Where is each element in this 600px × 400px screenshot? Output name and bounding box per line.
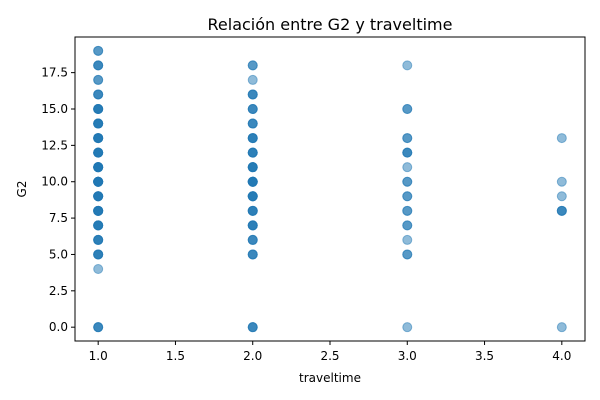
scatter-point <box>402 133 413 144</box>
scatter-point <box>556 133 567 144</box>
scatter-point <box>247 162 258 173</box>
scatter-point <box>93 74 104 85</box>
scatter-point <box>93 191 104 202</box>
plot-frame <box>74 36 586 342</box>
scatter-point <box>402 162 413 173</box>
scatter-point <box>247 147 258 158</box>
scatter-point <box>247 133 258 144</box>
scatter-point <box>402 176 413 187</box>
scatter-point <box>402 322 413 333</box>
scatter-point <box>556 322 567 333</box>
scatter-point <box>402 234 413 245</box>
x-tick-label: 2.5 <box>320 349 339 363</box>
y-tick-label: 5.0 <box>49 247 68 261</box>
scatter-point <box>93 322 104 333</box>
scatter-point <box>402 249 413 260</box>
x-axis-ticks: 1.0 1.5 2.0 2.5 3.0 3.5 4.0 <box>89 341 571 363</box>
x-tick-label: 2.0 <box>243 349 262 363</box>
scatter-points <box>93 45 567 333</box>
scatter-point <box>93 104 104 114</box>
scatter-point <box>93 205 104 216</box>
scatter-point <box>247 191 258 202</box>
scatter-point <box>93 176 104 187</box>
scatter-point <box>247 118 258 129</box>
y-axis-ticks: 0.0 2.5 5.0 7.5 10.0 12.5 15.0 17.5 <box>41 66 75 334</box>
scatter-point <box>93 162 104 173</box>
x-tick-label: 1.5 <box>166 349 185 363</box>
scatter-point <box>247 176 258 187</box>
x-tick-label: 3.0 <box>398 349 417 363</box>
y-tick-label: 15.0 <box>41 102 68 116</box>
scatter-point <box>247 322 258 333</box>
scatter-point <box>402 220 413 231</box>
x-tick-label: 4.0 <box>552 349 571 363</box>
y-tick-label: 10.0 <box>41 175 68 189</box>
scatter-point <box>93 45 104 56</box>
scatter-point <box>402 191 413 202</box>
scatter-point <box>93 60 104 71</box>
y-tick-label: 0.0 <box>49 320 68 334</box>
scatter-point <box>247 234 258 245</box>
scatter-point <box>93 133 104 144</box>
scatter-point <box>402 205 413 216</box>
scatter-point <box>247 220 258 231</box>
x-tick-label: 1.0 <box>89 349 108 363</box>
scatter-point <box>93 118 104 129</box>
scatter-point <box>247 74 258 85</box>
scatter-point <box>247 249 258 260</box>
scatter-point <box>93 89 104 100</box>
scatter-point <box>402 147 413 158</box>
scatter-point <box>247 89 258 100</box>
scatter-point <box>556 176 567 187</box>
scatter-point <box>556 205 567 216</box>
scatter-point <box>93 234 104 245</box>
x-axis-label: traveltime <box>299 371 361 385</box>
scatter-point <box>402 104 413 114</box>
chart-title: Relación entre G2 y traveltime <box>208 15 453 34</box>
scatter-point <box>93 249 104 260</box>
scatter-point <box>93 220 104 231</box>
scatter-point <box>247 60 258 71</box>
y-axis-label: G2 <box>15 181 29 198</box>
y-tick-label: 12.5 <box>41 138 68 152</box>
scatter-point <box>93 147 104 158</box>
x-tick-label: 3.5 <box>475 349 494 363</box>
y-tick-label: 7.5 <box>49 211 68 225</box>
scatter-point <box>556 191 567 202</box>
scatter-point <box>247 104 258 114</box>
scatter-point <box>402 60 413 71</box>
y-tick-label: 17.5 <box>41 66 68 80</box>
scatter-point <box>247 205 258 216</box>
scatter-point <box>93 264 104 274</box>
y-tick-label: 2.5 <box>49 284 68 298</box>
